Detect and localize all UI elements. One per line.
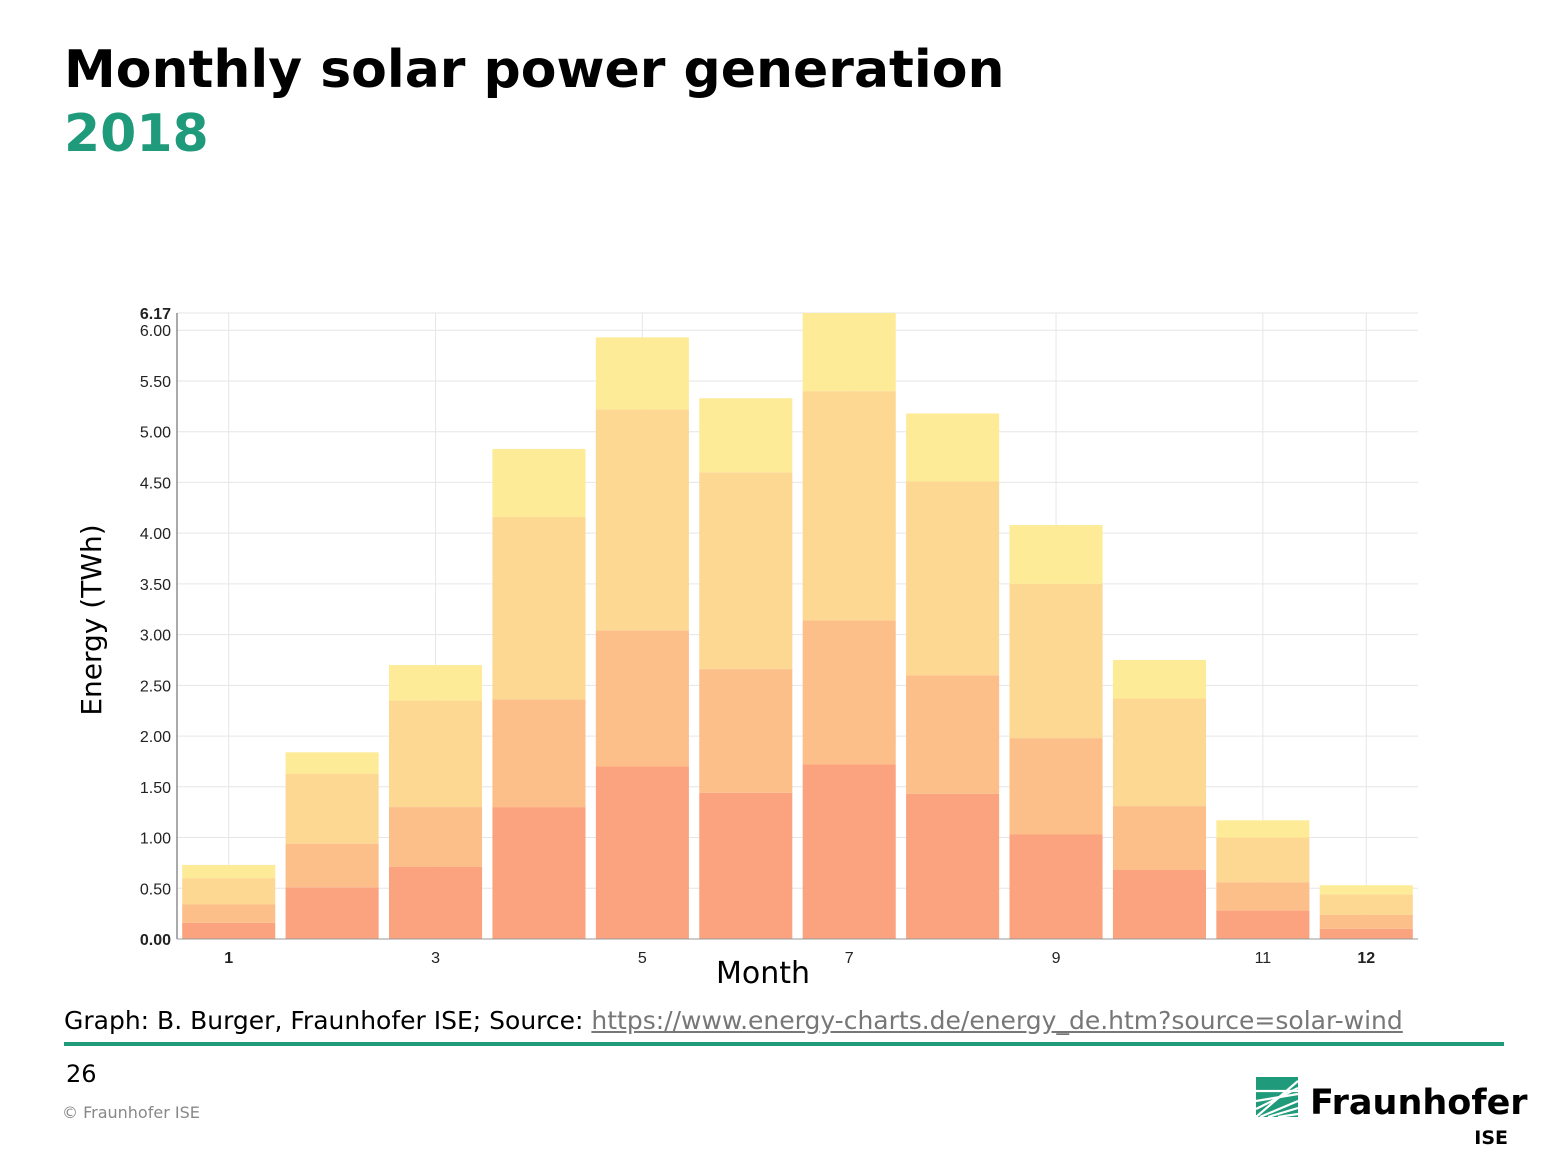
bar-segment[interactable] xyxy=(1319,885,1413,895)
copyright-notice: © Fraunhofer ISE xyxy=(62,1103,200,1122)
bar-segment[interactable] xyxy=(1112,659,1206,699)
bar-segment[interactable] xyxy=(1112,806,1206,871)
y-tick-label: 6.17 xyxy=(140,306,171,323)
bar-segment[interactable] xyxy=(802,764,896,939)
x-tick-label: 3 xyxy=(431,950,440,967)
bar-segment[interactable] xyxy=(1009,738,1103,835)
bar-segment[interactable] xyxy=(285,752,379,774)
y-tick-label: 4.00 xyxy=(140,526,171,543)
y-tick-label: 2.00 xyxy=(140,729,171,746)
bar-segment[interactable] xyxy=(1319,914,1413,929)
bar-segment[interactable] xyxy=(1216,882,1310,911)
chart-subtitle: 2018 xyxy=(64,104,209,164)
fraunhofer-logo: Fraunhofer ISE xyxy=(1256,1075,1528,1155)
y-tick-label: 3.00 xyxy=(140,628,171,645)
y-tick-label: 0.00 xyxy=(140,932,171,949)
source-line: Graph: B. Burger, Fraunhofer ISE; Source… xyxy=(64,1006,1403,1035)
bar-segment[interactable] xyxy=(1112,698,1206,807)
bar-segment[interactable] xyxy=(182,864,276,879)
bar-segment[interactable] xyxy=(802,313,896,392)
y-tick-label: 0.50 xyxy=(140,881,171,898)
bar-segment[interactable] xyxy=(802,620,896,765)
bar-segment[interactable] xyxy=(595,766,689,939)
y-tick-label: 1.00 xyxy=(140,831,171,848)
bar-segment[interactable] xyxy=(1009,834,1103,939)
y-tick-label: 6.00 xyxy=(140,323,171,340)
bar-segment[interactable] xyxy=(1319,894,1413,915)
bar-segment[interactable] xyxy=(492,699,586,808)
bar-segment[interactable] xyxy=(699,792,793,939)
x-tick-label: 11 xyxy=(1255,950,1272,967)
bar-segment[interactable] xyxy=(699,669,793,793)
bar-segment[interactable] xyxy=(389,700,483,808)
bar-segment[interactable] xyxy=(1009,525,1103,584)
x-tick-label: 5 xyxy=(638,950,647,967)
y-tick-label: 5.00 xyxy=(140,425,171,442)
page-number: 26 xyxy=(66,1060,97,1088)
y-axis-title: Energy (TWh) xyxy=(75,524,108,715)
bar-segment[interactable] xyxy=(595,337,689,410)
bar-segment[interactable] xyxy=(389,807,483,867)
bar-segment[interactable] xyxy=(492,448,586,517)
bar-segment[interactable] xyxy=(182,878,276,905)
x-tick-label: 7 xyxy=(845,950,854,967)
bar-segment[interactable] xyxy=(285,843,379,888)
bar-segment[interactable] xyxy=(595,409,689,631)
bar-segment[interactable] xyxy=(1319,928,1413,939)
bar-segment[interactable] xyxy=(285,887,379,939)
y-tick-label: 5.50 xyxy=(140,374,171,391)
bar-segment[interactable] xyxy=(906,675,1000,794)
bar-segment[interactable] xyxy=(389,866,483,939)
bar-segment[interactable] xyxy=(906,481,1000,676)
y-tick-label: 1.50 xyxy=(140,780,171,797)
bar-segment[interactable] xyxy=(906,413,1000,482)
x-tick-label: 1 xyxy=(224,950,233,967)
bar-segment[interactable] xyxy=(595,630,689,767)
bar-segment[interactable] xyxy=(1216,837,1310,883)
bar-segment[interactable] xyxy=(389,665,483,701)
bar-segment[interactable] xyxy=(1112,870,1206,939)
bar-segment[interactable] xyxy=(906,793,1000,939)
logo-wordmark: Fraunhofer xyxy=(1310,1083,1528,1123)
footer-divider xyxy=(64,1042,1504,1046)
y-tick-label: 2.50 xyxy=(140,678,171,695)
y-tick-label: 3.50 xyxy=(140,577,171,594)
bar-segment[interactable] xyxy=(182,904,276,923)
bar-segment[interactable] xyxy=(492,516,586,700)
x-tick-label: 12 xyxy=(1357,950,1375,967)
bar-segment[interactable] xyxy=(182,922,276,939)
x-axis-title: Month xyxy=(716,956,810,991)
chart-title: Monthly solar power generation xyxy=(64,40,1005,100)
source-label: Graph: B. Burger, Fraunhofer ISE; Source… xyxy=(64,1006,584,1035)
fraunhofer-logo-icon xyxy=(1256,1077,1299,1119)
bar-segment[interactable] xyxy=(1009,583,1103,739)
logo-subtitle: ISE xyxy=(1474,1127,1508,1149)
bar-segment[interactable] xyxy=(1216,910,1310,939)
bar-segment[interactable] xyxy=(492,807,586,939)
bar-segment[interactable] xyxy=(699,398,793,473)
bar-segment[interactable] xyxy=(802,391,896,621)
y-tick-label: 4.50 xyxy=(140,475,171,492)
bar-chart: 0.00 0.50 1.00 1.50 2.00 2.50 3.00 3.50 4.00 4.50… xyxy=(75,306,1418,991)
bar-segment[interactable] xyxy=(1216,820,1310,838)
bar-segment[interactable] xyxy=(285,773,379,844)
bar-segment[interactable] xyxy=(699,472,793,670)
x-tick-label: 9 xyxy=(1052,950,1061,967)
source-link[interactable]: https://www.energy-charts.de/energy_de.h… xyxy=(591,1006,1403,1035)
